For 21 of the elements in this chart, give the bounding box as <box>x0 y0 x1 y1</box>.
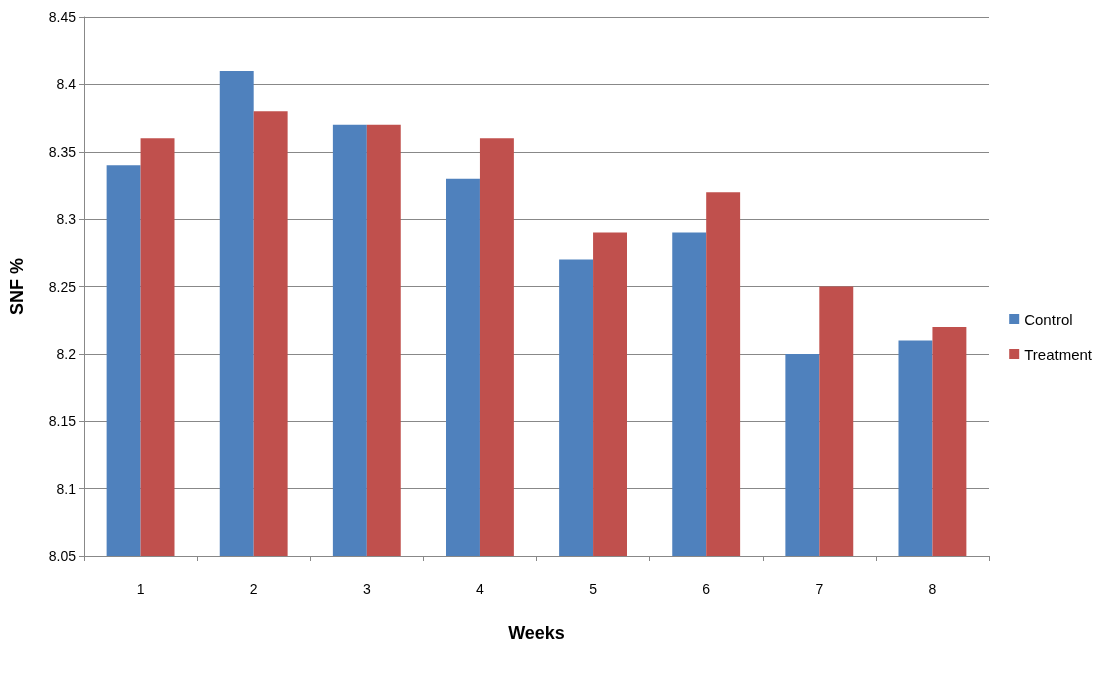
legend-label: Treatment <box>1024 345 1093 363</box>
legend-label: Control <box>1024 310 1073 328</box>
y-tick-label: 8.35 <box>48 143 77 160</box>
x-axis-title: Weeks <box>508 623 565 643</box>
x-tick-label: 3 <box>362 581 371 597</box>
y-tick-label: 8.25 <box>48 278 77 295</box>
y-tick-label: 8.15 <box>48 413 77 430</box>
y-tick-label: 8.1 <box>56 480 77 497</box>
y-tick-label: 8.45 <box>48 9 77 25</box>
x-tick-label: 5 <box>589 581 598 597</box>
y-axis-title: SNF % <box>7 257 27 316</box>
y-tick-label: 8.4 <box>56 76 77 93</box>
x-tick-label: 4 <box>476 581 485 597</box>
y-tick-label: 8.3 <box>56 211 77 228</box>
x-tick-label: 1 <box>136 581 145 597</box>
x-tick-label: 7 <box>815 581 824 597</box>
x-tick-label: 2 <box>249 581 258 597</box>
x-tick-label: 6 <box>702 581 711 597</box>
y-tick-label: 8.2 <box>56 345 77 362</box>
y-tick-label: 8.05 <box>48 548 77 564</box>
x-tick-label: 8 <box>928 581 937 597</box>
